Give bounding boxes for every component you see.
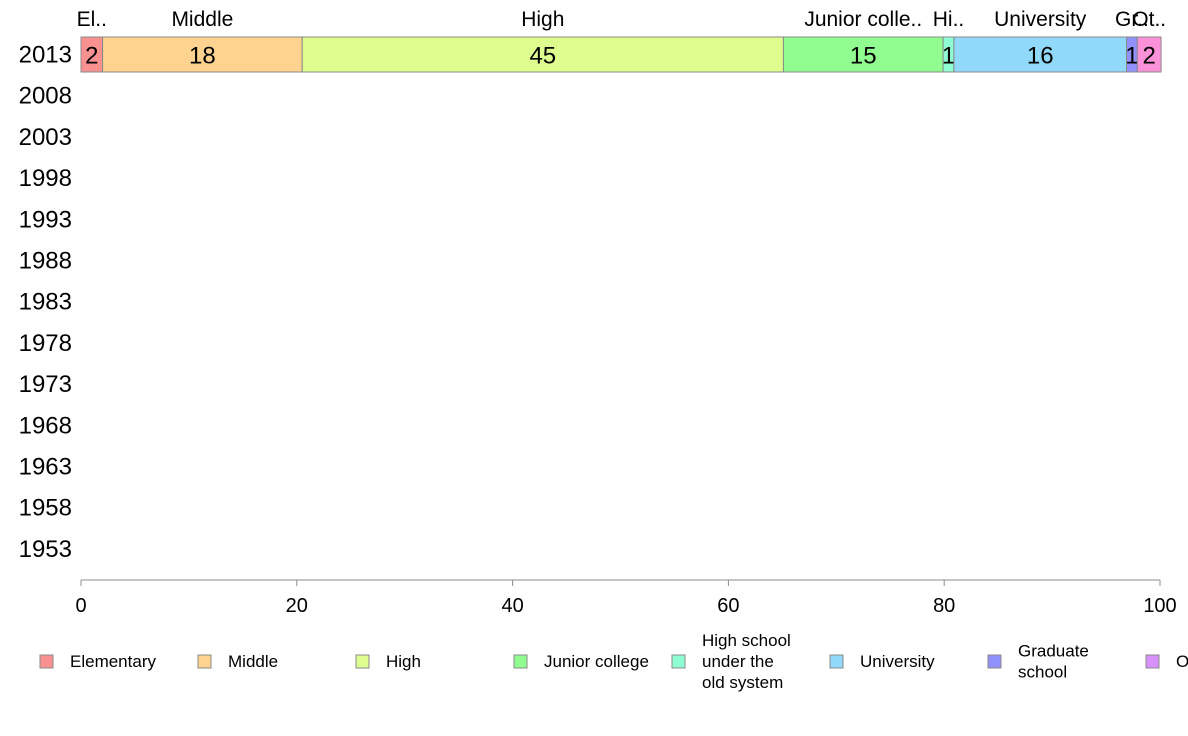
- y-tick-label: 1953: [19, 536, 72, 563]
- legend-label: Other: [1176, 652, 1188, 671]
- y-tick-label: 1973: [19, 371, 72, 398]
- legend-label: under the: [702, 652, 774, 671]
- legend-label: Elementary: [70, 652, 156, 671]
- y-tick-label: 1978: [19, 330, 72, 357]
- segment-value-label: 2: [85, 43, 98, 70]
- y-axis: 2013 2008 2003 1998 1993 1988 1983 1978 1973 1968…: [19, 42, 72, 563]
- legend-swatch: [39, 654, 54, 669]
- segment-value-label: 1: [1125, 43, 1138, 70]
- x-tick-label: 0: [75, 595, 86, 617]
- y-tick-label: 1998: [19, 165, 72, 192]
- legend-label: Middle: [228, 652, 278, 671]
- x-tick-label: 80: [933, 595, 955, 617]
- y-tick-label: 2013: [19, 42, 72, 69]
- segment-value-label: 2: [1143, 43, 1156, 70]
- x-tick-label: 40: [501, 595, 523, 617]
- legend-label: school: [1018, 663, 1067, 682]
- segment-value-label: 16: [1027, 43, 1054, 70]
- segment-category-label: Gr..: [1115, 8, 1149, 31]
- y-tick-label: 1963: [19, 454, 72, 481]
- segment-category-label: Junior colle..: [804, 8, 922, 31]
- legend: Elementary Middle High Junior college High s…: [39, 631, 1188, 692]
- bar-segment: [782, 36, 944, 73]
- segment-value-label: 18: [189, 43, 216, 70]
- bar-segment: [301, 36, 784, 73]
- legend-label: Junior college: [544, 652, 649, 671]
- legend-swatch: [513, 654, 528, 669]
- x-tick-label: 20: [286, 595, 308, 617]
- x-axis: 0 20 40 60 80 100: [75, 579, 1177, 617]
- legend-swatch: [1145, 654, 1160, 669]
- x-tick-label: 60: [717, 595, 739, 617]
- bar-segment: [1136, 36, 1162, 73]
- segment-value-label: 45: [529, 43, 556, 70]
- segment-category-label: High: [521, 8, 564, 31]
- y-tick-label: 2008: [19, 83, 72, 110]
- legend-label: Graduate: [1018, 642, 1089, 661]
- legend-label: old system: [702, 673, 783, 692]
- legend-label: University: [860, 652, 935, 671]
- segment-category-label: Hi..: [933, 8, 965, 31]
- segment-value-label: 1: [942, 43, 955, 70]
- legend-swatch: [355, 654, 370, 669]
- legend-label: High: [386, 652, 421, 671]
- legend-swatch: [987, 654, 1002, 669]
- y-tick-label: 1968: [19, 412, 72, 439]
- legend-swatch: [671, 654, 686, 669]
- segment-value-label: 15: [850, 43, 877, 70]
- segment-category-label: Ot..: [1132, 8, 1166, 31]
- bar-segments: 2 18 45 15 1 16 1 2: [80, 36, 1162, 73]
- x-tick-label: 100: [1143, 595, 1176, 617]
- bar-segment: [102, 36, 303, 73]
- y-tick-label: 2003: [19, 124, 72, 151]
- category-top-labels: El.. Middle High Junior colle.. Hi.. Universi…: [77, 8, 1167, 31]
- y-tick-label: 1983: [19, 289, 72, 316]
- segment-category-label: El..: [77, 8, 107, 31]
- legend-swatch: [829, 654, 844, 669]
- y-tick-label: 1958: [19, 495, 72, 522]
- segment-category-label: University: [994, 8, 1087, 31]
- y-tick-label: 1993: [19, 206, 72, 233]
- bar-segment: [953, 36, 1128, 73]
- legend-label: High school: [702, 631, 791, 650]
- legend-swatch: [197, 654, 212, 669]
- segment-category-label: Middle: [171, 8, 233, 31]
- y-tick-label: 1988: [19, 248, 72, 275]
